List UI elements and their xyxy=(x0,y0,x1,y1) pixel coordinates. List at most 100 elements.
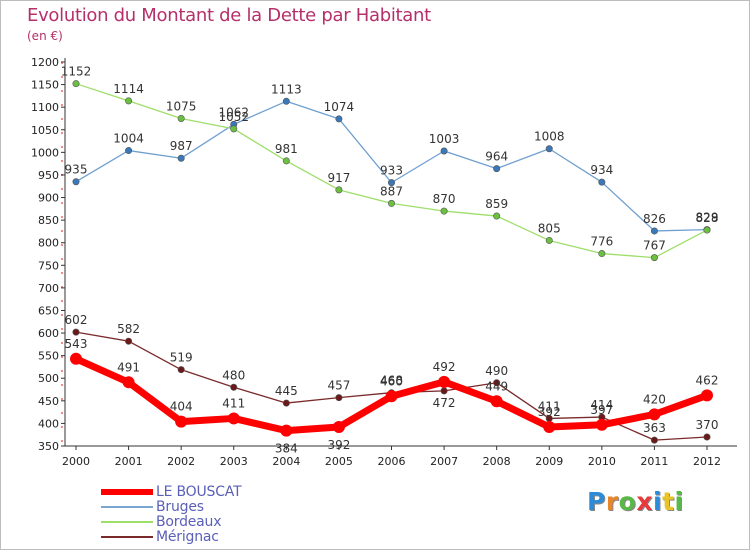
data-point-le-bouscat xyxy=(701,389,713,402)
data-point-merignac xyxy=(72,328,80,336)
data-point-bordeaux xyxy=(230,125,238,133)
data-point-bordeaux xyxy=(545,236,553,244)
data-label-bruges: 1008 xyxy=(534,130,565,144)
data-label-bordeaux: 859 xyxy=(485,197,508,211)
data-label-le-bouscat: 384 xyxy=(275,442,298,456)
x-tick-label: 2010 xyxy=(588,455,616,468)
x-tick-label: 2002 xyxy=(167,455,195,468)
data-label-le-bouscat: 397 xyxy=(590,403,613,417)
data-point-merignac xyxy=(230,383,238,391)
data-label-merignac: 490 xyxy=(485,364,508,378)
data-point-le-bouscat xyxy=(648,408,661,421)
y-tick-label: 700 xyxy=(38,282,59,295)
data-point-le-bouscat xyxy=(70,352,82,365)
data-point-merignac xyxy=(703,433,711,441)
data-label-le-bouscat: 392 xyxy=(538,405,561,419)
data-label-le-bouscat: 462 xyxy=(696,373,719,387)
data-label-merignac: 472 xyxy=(433,396,456,410)
data-label-bruges: 934 xyxy=(590,163,613,177)
y-tick-label: 600 xyxy=(38,327,59,340)
x-tick-label: 2001 xyxy=(115,455,143,468)
y-tick-label: 800 xyxy=(38,237,59,250)
data-point-le-bouscat xyxy=(175,415,188,428)
data-point-bruges xyxy=(650,227,658,235)
data-point-merignac xyxy=(440,387,448,395)
data-label-bordeaux: 917 xyxy=(327,171,350,185)
y-tick-label: 750 xyxy=(38,259,59,272)
data-point-le-bouscat xyxy=(385,390,398,403)
data-label-merignac: 602 xyxy=(65,313,88,327)
data-point-bruges xyxy=(387,179,395,187)
data-point-le-bouscat xyxy=(227,412,240,425)
data-label-merignac: 363 xyxy=(643,421,666,435)
data-label-bordeaux: 981 xyxy=(275,142,298,156)
data-label-bruges: 1003 xyxy=(429,132,460,146)
data-label-bordeaux: 776 xyxy=(590,235,613,249)
x-tick-label: 2007 xyxy=(430,455,458,468)
logo-letter: i xyxy=(674,487,684,516)
data-point-le-bouscat xyxy=(438,375,451,388)
data-point-bruges xyxy=(72,178,80,186)
logo-letter: o xyxy=(618,487,637,516)
logo-letter: r xyxy=(605,487,619,516)
data-point-bruges xyxy=(335,115,343,123)
data-point-merignac xyxy=(650,436,658,444)
data-label-bordeaux: 767 xyxy=(643,239,666,253)
data-label-bruges: 1113 xyxy=(271,82,302,96)
data-label-bordeaux: 828 xyxy=(696,211,719,225)
data-label-bordeaux: 805 xyxy=(538,221,561,235)
data-label-bruges: 935 xyxy=(65,163,88,177)
y-tick-label: 450 xyxy=(38,395,59,408)
data-point-le-bouscat xyxy=(543,421,556,434)
x-tick-label: 2008 xyxy=(483,455,511,468)
data-label-bruges: 829 xyxy=(696,211,719,225)
x-tick-label: 2000 xyxy=(62,455,90,468)
x-tick-label: 2011 xyxy=(640,455,668,468)
logo-letter: i xyxy=(653,487,663,516)
chart-subtitle: (en €) xyxy=(27,29,63,43)
data-label-merignac: 445 xyxy=(275,384,298,398)
data-point-le-bouscat xyxy=(280,424,293,437)
data-label-le-bouscat: 392 xyxy=(327,438,350,452)
data-label-merignac: 468 xyxy=(380,374,403,388)
data-label-bruges: 1062 xyxy=(218,105,249,119)
proxiti-logo: Proxiti xyxy=(587,487,684,516)
data-label-bruges: 933 xyxy=(380,164,403,178)
y-tick-label: 500 xyxy=(38,372,59,385)
data-point-bordeaux xyxy=(440,207,448,215)
y-tick-label: 1200 xyxy=(31,56,59,69)
data-label-bordeaux: 1052 xyxy=(218,110,249,124)
y-tick-label: 400 xyxy=(38,417,59,430)
data-point-bordeaux xyxy=(177,114,185,122)
data-label-le-bouscat: 543 xyxy=(65,337,88,351)
data-point-bordeaux xyxy=(72,80,80,88)
data-point-bruges xyxy=(125,147,133,155)
data-label-bordeaux: 1152 xyxy=(61,65,92,79)
data-point-merignac xyxy=(282,399,290,407)
data-point-bordeaux xyxy=(703,226,711,234)
data-point-le-bouscat xyxy=(490,395,503,408)
data-point-merignac xyxy=(125,337,133,345)
data-label-merignac: 480 xyxy=(222,368,245,382)
data-point-le-bouscat xyxy=(122,376,135,389)
data-label-le-bouscat: 411 xyxy=(222,396,245,410)
data-label-bruges: 1004 xyxy=(113,132,144,146)
legend-swatch xyxy=(101,489,153,495)
data-label-le-bouscat: 449 xyxy=(485,379,508,393)
y-tick-label: 1150 xyxy=(31,79,59,92)
x-tick-label: 2009 xyxy=(535,455,563,468)
data-label-merignac: 414 xyxy=(590,398,613,412)
data-point-merignac xyxy=(177,366,185,374)
data-label-merignac: 411 xyxy=(538,399,561,413)
data-point-bruges xyxy=(598,178,606,186)
data-point-bordeaux xyxy=(387,199,395,207)
data-label-merignac: 370 xyxy=(696,418,719,432)
x-tick-label: 2003 xyxy=(220,455,248,468)
data-label-bordeaux: 887 xyxy=(380,184,403,198)
data-point-le-bouscat xyxy=(595,418,608,431)
data-label-le-bouscat: 404 xyxy=(170,400,193,414)
legend-label: Bruges xyxy=(156,499,204,515)
legend-swatch xyxy=(101,521,153,523)
data-label-le-bouscat: 492 xyxy=(433,360,456,374)
